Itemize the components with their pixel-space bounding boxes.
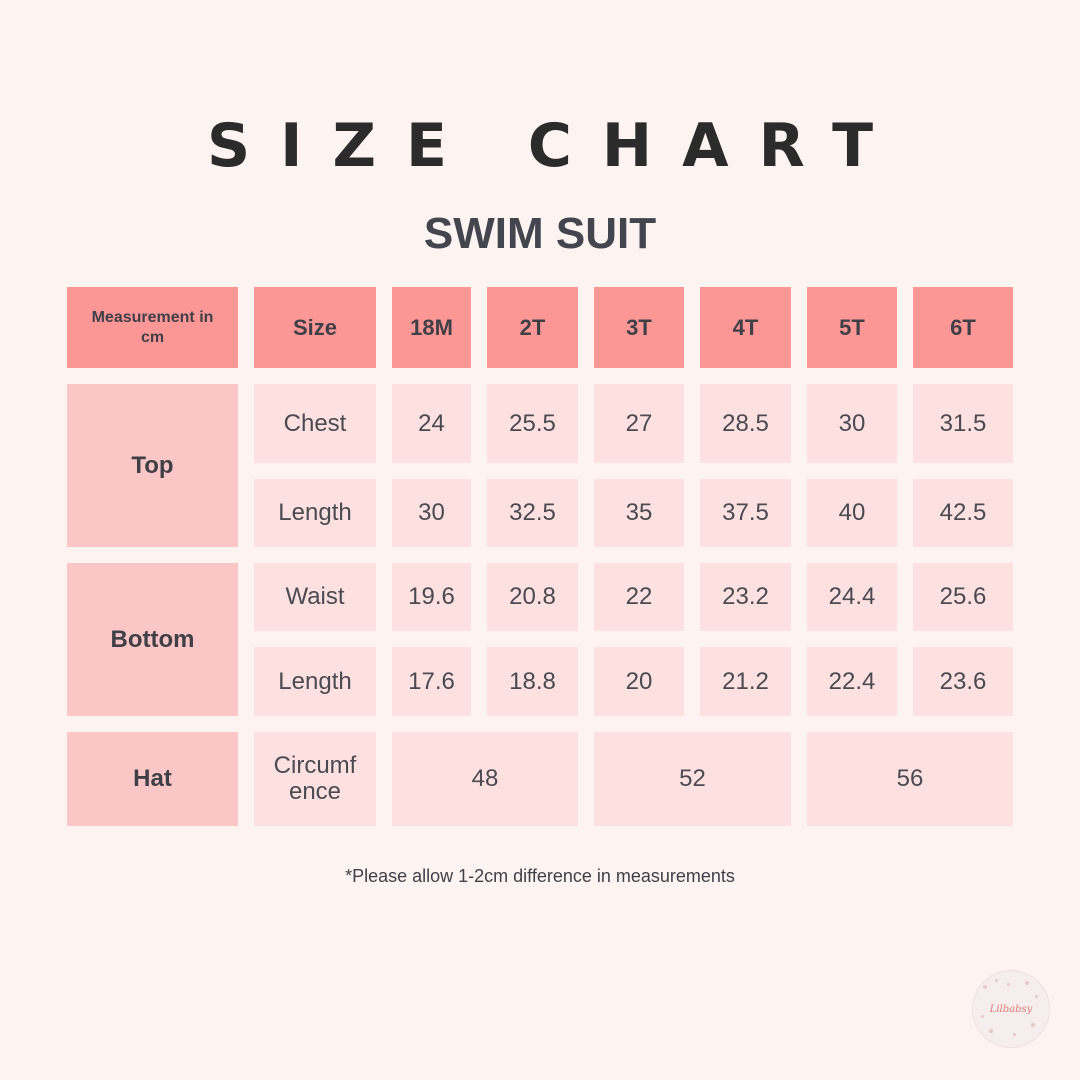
table-cell: 35 [594, 479, 684, 547]
table-cell: 22.4 [807, 647, 897, 716]
table-cell: 40 [807, 479, 897, 547]
table-cell: 56 [807, 732, 1013, 826]
table-cell: 25.6 [913, 563, 1013, 631]
header-size-5t: 5T [807, 287, 897, 368]
table-cell: 27 [594, 384, 684, 463]
table-cell: 32.5 [487, 479, 578, 547]
measurement-note: *Please allow 1-2cm difference in measur… [345, 866, 735, 886]
header-size-4t: 4T [700, 287, 791, 368]
table-cell: 22 [594, 563, 684, 631]
header-size-3t: 3T [594, 287, 684, 368]
group-top: Top [67, 384, 238, 547]
header-size-18m: 18M [392, 287, 471, 368]
header-measurement: Measurement in cm [67, 287, 238, 368]
table-cell: 52 [594, 732, 791, 826]
table-cell: 28.5 [700, 384, 791, 463]
table-cell: 20.8 [487, 563, 578, 631]
table-cell: 17.6 [392, 647, 471, 716]
table-cell: 48 [392, 732, 578, 826]
table-cell: 30 [807, 384, 897, 463]
group-bottom: Bottom [67, 563, 238, 716]
table-cell: 23.6 [913, 647, 1013, 716]
table-cell: 30 [392, 479, 471, 547]
table-cell: 21.2 [700, 647, 791, 716]
table-cell: 31.5 [913, 384, 1013, 463]
row-label-circumference: Circumf ence [254, 732, 376, 826]
group-hat: Hat [67, 732, 238, 826]
row-label-waist: Waist [254, 563, 376, 631]
table-cell: 24.4 [807, 563, 897, 631]
header-size-6t: 6T [913, 287, 1013, 368]
header-size-2t: 2T [487, 287, 578, 368]
page-title: SIZE CHART [206, 111, 904, 181]
table-cell: 37.5 [700, 479, 791, 547]
header-size: Size [254, 287, 376, 368]
table-cell: 24 [392, 384, 471, 463]
row-label-chest: Chest [254, 384, 376, 463]
table-cell: 18.8 [487, 647, 578, 716]
row-label-top-length: Length [254, 479, 376, 547]
logo-text: Lilbabsy [989, 1003, 1033, 1015]
product-subtitle: SWIM SUIT [423, 209, 657, 258]
table-cell: 25.5 [487, 384, 578, 463]
table-cell: 42.5 [913, 479, 1013, 547]
row-label-bottom-length: Length [254, 647, 376, 716]
brand-logo: Lilbabsy [972, 970, 1050, 1048]
table-cell: 19.6 [392, 563, 471, 631]
table-cell: 23.2 [700, 563, 791, 631]
table-cell: 20 [594, 647, 684, 716]
